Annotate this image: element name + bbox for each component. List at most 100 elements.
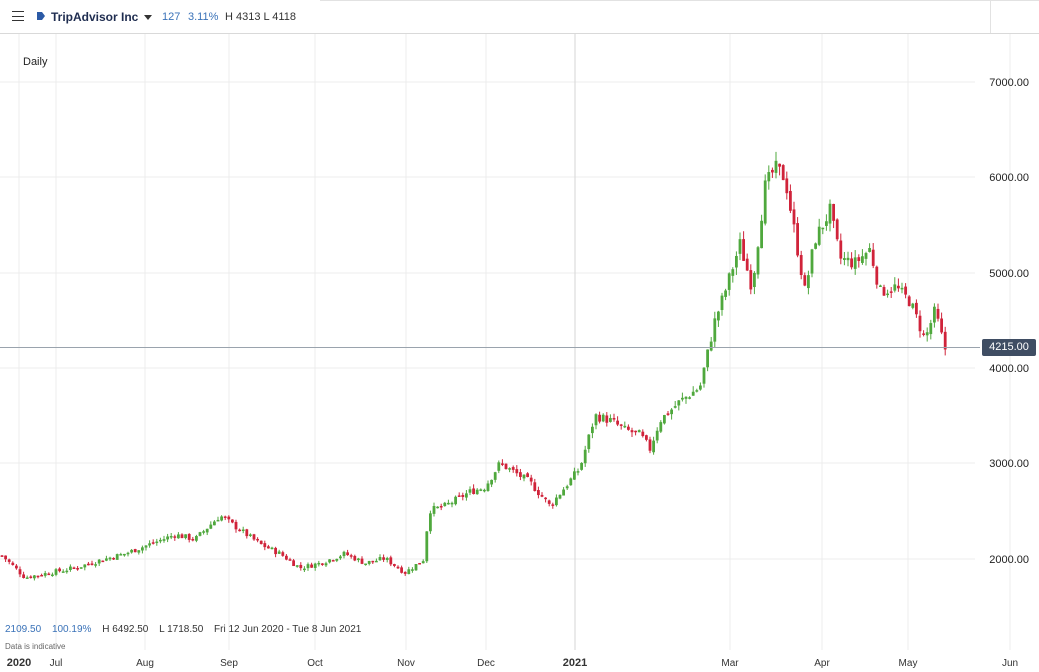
candle-body [641, 431, 645, 437]
candle-body [310, 564, 313, 568]
candle-body [655, 430, 659, 441]
candle-body [439, 506, 443, 508]
candle-body [515, 469, 519, 474]
x-tick-label: Nov [397, 658, 415, 669]
symbol-name[interactable]: TripAdvisor Inc [51, 10, 139, 24]
header-divider-vertical [990, 0, 991, 33]
x-tick-label: Jul [50, 658, 63, 669]
candle-body [292, 560, 295, 567]
candle-body [454, 496, 457, 505]
candle-body [54, 569, 58, 575]
candle-body [385, 557, 389, 560]
candle-body [475, 489, 479, 495]
candle-body [4, 555, 7, 560]
candle-body [393, 564, 396, 566]
interval-label[interactable]: Daily [23, 56, 48, 68]
candle-body [511, 467, 515, 470]
candle-body [814, 243, 817, 249]
candle-body [727, 273, 731, 290]
candle-body [65, 570, 69, 573]
candle-body [508, 468, 511, 470]
candle-body [796, 223, 799, 256]
candle-body [213, 521, 216, 526]
candle-body [285, 555, 288, 560]
candle-body [742, 239, 745, 261]
candle-body [864, 253, 868, 259]
candle-body [591, 426, 594, 434]
candle-body [321, 563, 324, 565]
candle-body [778, 163, 781, 167]
candle-body [353, 555, 357, 561]
period-high: H 6492.50 [102, 624, 149, 635]
candle-body [609, 418, 612, 422]
candle-body [717, 311, 720, 321]
candle-body [281, 552, 285, 556]
candle-body [594, 414, 598, 426]
candle-body [915, 302, 918, 315]
candle-body [303, 568, 306, 571]
chevron-down-icon[interactable] [144, 15, 152, 20]
candle-body [825, 221, 828, 226]
candle-body [627, 426, 630, 430]
candle-body [47, 573, 51, 576]
candle-body [396, 566, 400, 569]
menu-icon[interactable] [12, 11, 24, 21]
candle-body [115, 554, 119, 560]
candle-body [767, 172, 771, 182]
candle-body [119, 554, 123, 556]
candle-body [342, 551, 346, 557]
candle-body [897, 285, 900, 289]
candle-body [558, 494, 562, 499]
y-tick-label: 4000.00 [989, 363, 1029, 375]
candle-body [191, 538, 195, 541]
candle-body [133, 549, 137, 553]
candle-body [630, 430, 634, 433]
candle-body [245, 529, 249, 537]
candle-body [436, 506, 439, 509]
candle-body [15, 565, 18, 569]
candle-body [126, 552, 130, 555]
candle-body [472, 488, 475, 495]
candle-body [713, 318, 717, 342]
candle-body [745, 258, 749, 271]
candle-body [220, 516, 223, 521]
candle-body [241, 529, 245, 532]
candle-body [295, 565, 299, 567]
candle-body [97, 559, 101, 564]
candle-body [367, 560, 371, 564]
candle-body [227, 516, 231, 520]
change-absolute: 127 [162, 11, 181, 23]
candle-body [180, 534, 184, 539]
candle-body [483, 489, 486, 492]
x-tick-label: Oct [307, 658, 323, 669]
current-price-tag: 4215.00 [982, 339, 1036, 356]
candle-body [756, 247, 760, 275]
candle-body [346, 552, 349, 556]
candle-body [382, 557, 385, 560]
candle-body [868, 248, 871, 252]
candle-body [486, 483, 490, 491]
candle-body [738, 239, 742, 254]
candle-body [659, 422, 663, 432]
chart-header: TripAdvisor Inc 127 3.11% H 4313 L 4118 [0, 0, 1039, 34]
candle-body [540, 494, 544, 497]
candle-body [79, 567, 83, 569]
candle-body [51, 574, 54, 577]
x-tick-label: Jun [1002, 658, 1018, 669]
candle-body [349, 555, 353, 557]
candle-body [259, 540, 263, 545]
candle-body [673, 406, 677, 408]
candle-body [601, 414, 605, 422]
candle-body [695, 390, 699, 392]
candle-body [177, 534, 180, 539]
candle-body [324, 563, 328, 566]
candle-body [900, 287, 904, 290]
candle-body [87, 563, 90, 566]
candle-body [907, 296, 911, 307]
candle-body [645, 435, 648, 440]
candle-body [249, 534, 252, 536]
candle-body [378, 557, 382, 561]
candle-body [839, 240, 843, 259]
candle-body [699, 385, 702, 390]
